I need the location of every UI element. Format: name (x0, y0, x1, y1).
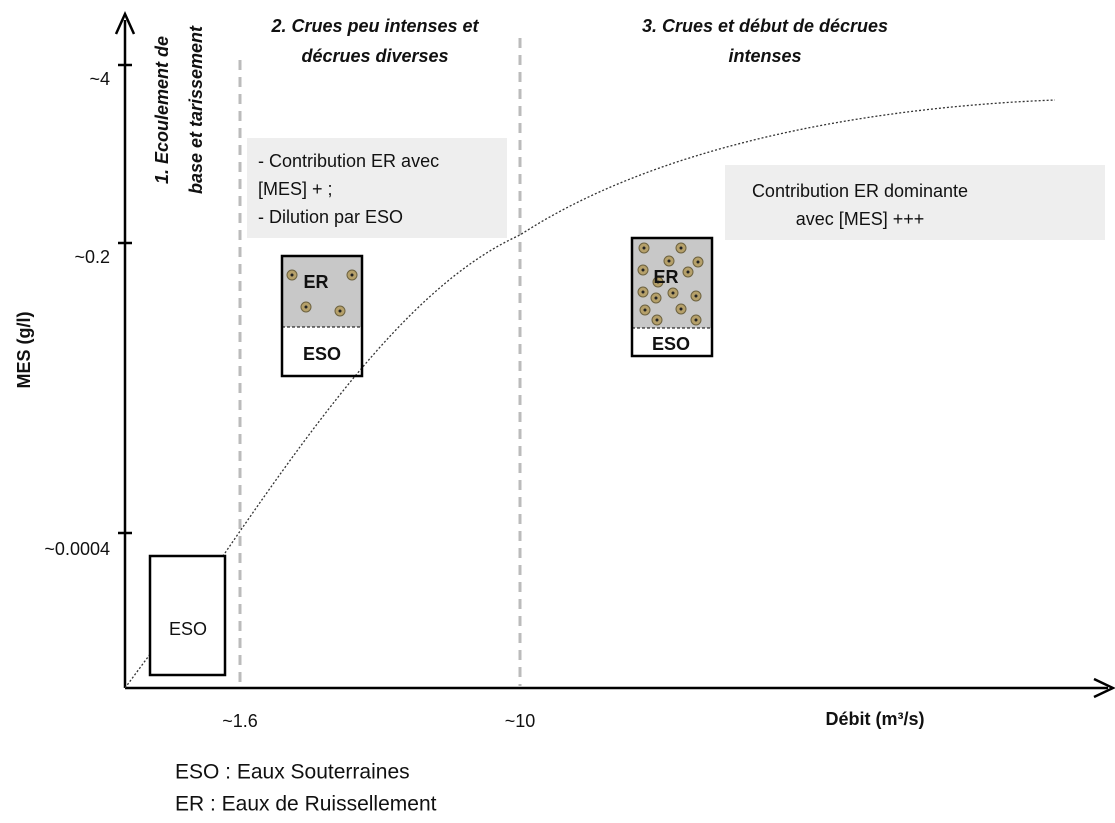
y-tick-label: ~0.0004 (44, 539, 110, 559)
box-label: ESO (652, 334, 690, 354)
x-axis-label: Débit (m³/s) (826, 709, 925, 729)
y-axis-label: MES (g/l) (14, 312, 34, 389)
note-text: - Contribution ER avec (258, 151, 439, 171)
note-box (725, 165, 1105, 240)
box-label: ESO (303, 344, 341, 364)
zone-title: décrues diverses (301, 46, 448, 66)
box-label: ER (653, 267, 678, 287)
note-text: Contribution ER dominante (752, 181, 968, 201)
y-tick-label: ~0.2 (74, 247, 110, 267)
zone-title: 1. Ecoulement de (152, 36, 172, 184)
x-tick-label: ~1.6 (222, 711, 258, 731)
zone-title: intenses (728, 46, 801, 66)
zone-title: base et tarissement (186, 25, 206, 194)
note-box (247, 138, 507, 238)
note-text: - Dilution par ESO (258, 207, 403, 227)
x-arrow (1093, 677, 1115, 699)
zone-title: 2. Crues peu intenses et (270, 16, 479, 36)
y-tick-label: ~4 (89, 69, 110, 89)
mix-box (630, 236, 714, 358)
legend-entry: ER : Eaux de Ruissellement (175, 793, 437, 816)
note-text: avec [MES] +++ (796, 209, 925, 229)
box-label: ER (303, 272, 328, 292)
x-tick-label: ~10 (505, 711, 536, 731)
mix-box (280, 254, 364, 378)
y-arrow (114, 10, 136, 35)
eso-box (148, 554, 227, 677)
note-text: [MES] + ; (258, 179, 333, 199)
zone-title: 3. Crues et début de décrues (642, 16, 888, 36)
legend-entry: ESO : Eaux Souterraines (175, 761, 410, 784)
box-label: ESO (169, 619, 207, 639)
